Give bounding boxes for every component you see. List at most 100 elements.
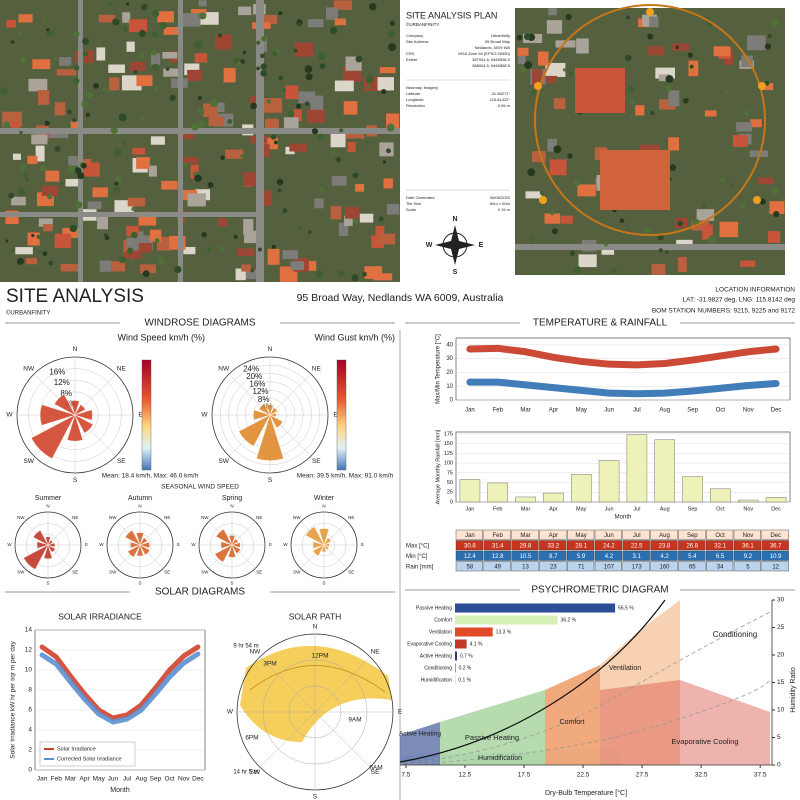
y2-axis-label: Humidity Ratio [790,667,797,713]
tree [174,265,182,274]
tree [382,160,387,164]
roof [259,143,270,157]
chart-title: SOLAR PATH [289,611,342,621]
roof [161,180,178,190]
roof [307,109,325,123]
plan-value: 95 Broad Way [485,39,510,44]
sun-icon [758,82,766,90]
roof [750,119,762,128]
tree [720,178,726,183]
roof [635,105,645,116]
plan-value: Urbanfinity [491,33,510,38]
tree [665,75,674,83]
tree [366,84,371,89]
x-tick-label: Dec [192,776,204,783]
sun-path-spoke [259,711,316,768]
roof [331,175,347,186]
rose-petal [256,414,284,461]
compass-letter: W [426,242,433,249]
tree [256,66,260,71]
y-tick-label: 0 [450,499,453,505]
title: SITE ANALYSIS [6,286,144,307]
table-value: 12.4 [464,554,476,560]
rose-petal [40,404,76,426]
x-tick-label: Jul [123,776,132,783]
rose-petal [228,535,236,546]
table-header: Feb [493,533,504,539]
tree [10,248,15,252]
rose-note: Mean: 18.4 km/h, Max: 46.0 km/h [102,473,199,480]
rose-direction: E [85,542,88,547]
tree [81,162,87,169]
tree [151,9,160,18]
bar [487,482,509,503]
rose-petal [74,414,94,434]
tree [304,101,310,107]
rose-direction: NW [218,365,230,372]
tree [165,67,170,71]
tree [273,140,278,145]
table-cell [594,561,622,572]
address: 95 Broad Way, Nedlands WA 6009, Australi… [297,292,504,304]
table-cell [483,529,511,540]
x-tick-label: Oct [716,408,726,414]
roof [194,53,208,63]
tree [553,145,562,154]
y-tick-label: 150 [444,441,453,447]
tree [206,61,210,65]
rose-direction: N [73,346,78,353]
roof [525,191,542,199]
table-cell [455,561,483,572]
table-header: Sep [687,533,698,539]
plan-value: MGA Zone 50 (EPSG:28350) [458,51,510,56]
table-value: 173 [632,564,643,570]
rose-direction: E [361,542,364,547]
rose-petal [130,541,141,549]
x-tick-label: Aug [135,776,147,783]
x-tick-label: Mar [521,506,531,512]
rose-ring [28,368,122,462]
tree [138,29,146,37]
rose-direction: SE [256,569,262,574]
tree [539,190,544,195]
tree [677,220,684,227]
tree [159,22,167,30]
roof [307,19,324,28]
plan-label: Scale [406,207,417,212]
sun-direction: W [227,709,234,716]
x-tick-label: Oct [716,506,725,512]
table-cell [650,529,678,540]
rose-ring [210,523,254,567]
road [0,212,256,217]
roof [678,256,687,272]
y-tick-label: 0 [450,398,454,404]
tree [199,12,207,20]
roof [41,185,59,196]
tree [516,34,523,41]
series-line [39,644,201,721]
rose-petal [238,414,271,447]
rose-direction: N [322,504,325,509]
table-header: Aug [659,533,670,539]
roof [136,75,153,87]
rose-ring [302,523,346,567]
tree [110,126,118,134]
rose-petal [269,414,284,429]
roof [70,121,81,132]
tree [767,33,772,38]
plan-value: 388004.5, 6460868.5 [472,63,511,68]
roof [736,122,753,132]
y-axis-label: Average Monthly Rainfall [mm] [435,429,441,504]
roof [59,57,72,66]
roof [282,250,298,260]
roof [544,213,561,224]
roof [549,159,567,176]
rose-petal [136,532,144,546]
legend-label: Corrected Solar Irradiance [57,756,122,762]
tree [141,3,148,11]
roof [68,155,78,166]
roof [741,55,753,68]
tree [43,19,47,24]
y-tick-label: 2 [28,747,32,754]
x-tick-label: 17.5 [518,772,531,779]
